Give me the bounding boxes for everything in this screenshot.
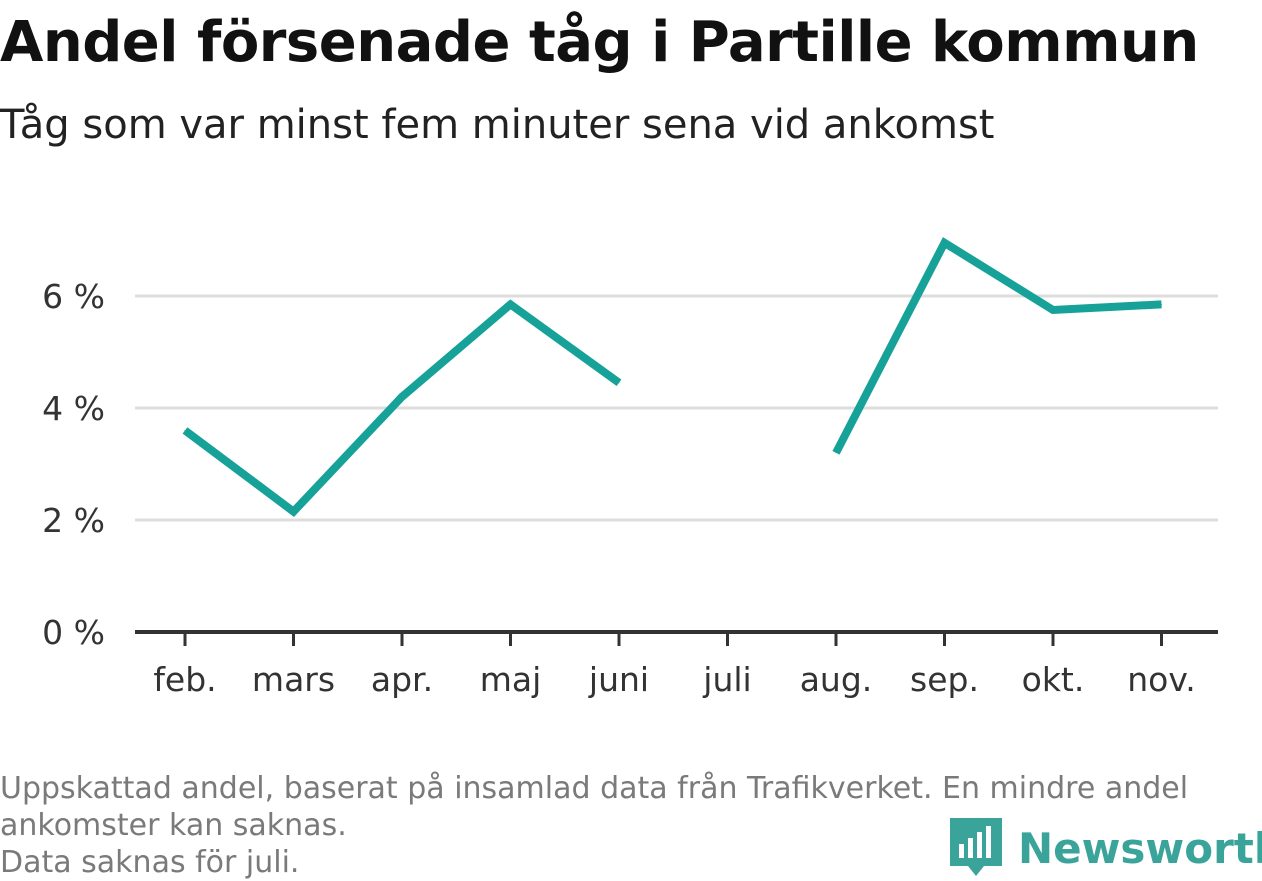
chart-title: Andel försenade tåg i Partille kommun bbox=[0, 10, 1199, 75]
data-point bbox=[944, 242, 945, 244]
x-tick-label: apr. bbox=[371, 660, 433, 699]
data-point bbox=[401, 396, 403, 398]
series-line-segment bbox=[832, 237, 1162, 455]
y-axis-labels: 0 % 2 % 4 % 6 % bbox=[42, 277, 105, 652]
x-axis-labels: feb. mars apr. maj juni juli aug. sep. okt. nov. bbox=[153, 660, 1195, 699]
y-tick-label: 2 % bbox=[42, 501, 105, 540]
x-tick-label: mars bbox=[252, 660, 335, 699]
chart-subtitle: Tåg som var minst fem minuter sena vid a… bbox=[0, 102, 995, 148]
data-point bbox=[293, 511, 294, 513]
y-tick-label: 4 % bbox=[42, 389, 105, 428]
x-tick-label: maj bbox=[480, 660, 542, 699]
brand-name: Newsworthy bbox=[1018, 823, 1262, 873]
data-point bbox=[618, 382, 620, 384]
x-tick-label: sep. bbox=[910, 660, 979, 699]
data-point bbox=[510, 303, 511, 305]
x-tick-label: juli bbox=[702, 660, 751, 699]
data-point bbox=[184, 429, 186, 431]
gridlines bbox=[135, 294, 1218, 522]
x-tick-label: okt. bbox=[1022, 660, 1085, 699]
brand-logo: Newsworthy bbox=[950, 818, 1262, 878]
newsworthy-logo-icon bbox=[950, 818, 1002, 876]
footnote-source: Uppskattad andel, baserat på insamlad da… bbox=[0, 771, 1189, 843]
data-point bbox=[1161, 303, 1162, 305]
x-tick-label: juni bbox=[588, 660, 649, 699]
data-point bbox=[1052, 309, 1054, 311]
footnote-missing-data: Data saknas för juli. bbox=[0, 845, 300, 880]
x-tick-label: feb. bbox=[153, 660, 216, 699]
footnote: Uppskattad andel, baserat på insamlad da… bbox=[0, 770, 1250, 881]
x-axis bbox=[135, 630, 1218, 646]
data-point bbox=[835, 452, 837, 454]
x-tick-label: nov. bbox=[1127, 660, 1196, 699]
x-tick-label: aug. bbox=[800, 660, 873, 699]
series-lines bbox=[182, 237, 1162, 517]
y-tick-label: 6 % bbox=[42, 277, 105, 316]
line-chart: 0 % 2 % 4 % 6 % feb. mars apr. maj juni juli aug.… bbox=[42, 237, 1218, 699]
y-tick-label: 0 % bbox=[42, 613, 105, 652]
